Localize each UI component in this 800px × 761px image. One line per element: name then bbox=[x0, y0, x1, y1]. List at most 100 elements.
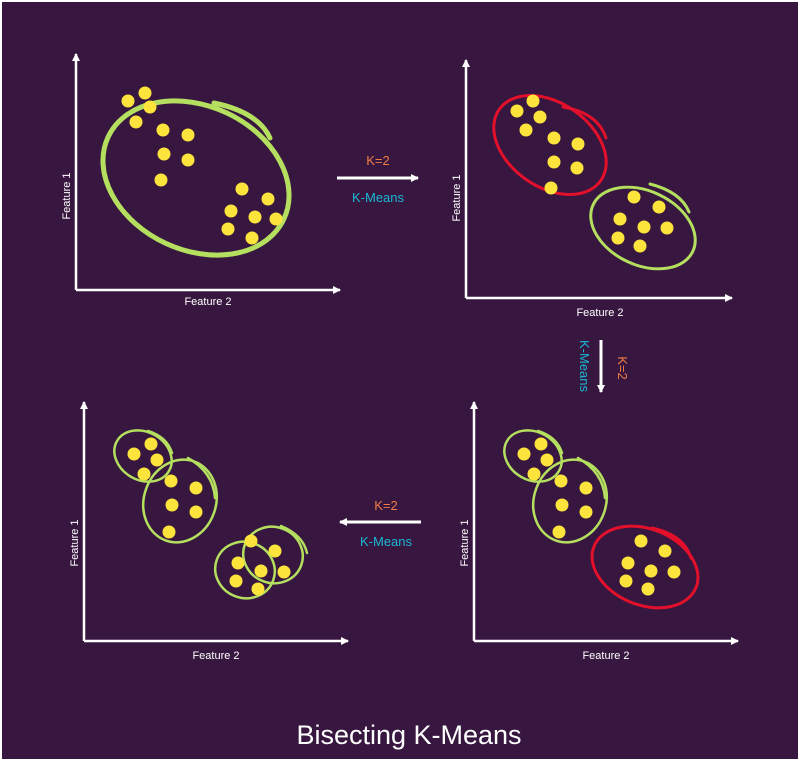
data-point bbox=[627, 190, 641, 204]
data-point bbox=[189, 481, 203, 495]
data-point bbox=[658, 544, 672, 558]
data-point bbox=[527, 467, 541, 481]
panel-1-points bbox=[121, 86, 283, 245]
data-point bbox=[150, 453, 164, 467]
data-point bbox=[526, 94, 540, 108]
data-point bbox=[229, 574, 243, 588]
data-point bbox=[144, 437, 158, 451]
cluster-ring-green-small-tail bbox=[536, 429, 564, 455]
data-point bbox=[268, 544, 282, 558]
data-point bbox=[534, 437, 548, 451]
data-point bbox=[156, 123, 170, 137]
data-point bbox=[621, 556, 635, 570]
cluster-ring-green-medium-tail bbox=[576, 456, 607, 500]
panel-2: Feature 1 Feature 2 bbox=[451, 59, 733, 319]
data-point bbox=[633, 239, 647, 253]
panel-2-axes bbox=[462, 59, 733, 302]
step-3: K=2 K-Means bbox=[339, 498, 421, 549]
data-point bbox=[157, 147, 171, 161]
data-point bbox=[162, 525, 176, 539]
data-point bbox=[611, 231, 625, 245]
panel-3-points bbox=[517, 437, 681, 596]
data-point bbox=[547, 155, 561, 169]
data-point bbox=[619, 574, 633, 588]
cluster-ring-a bbox=[113, 429, 173, 483]
data-point bbox=[248, 210, 262, 224]
panel-4-points bbox=[127, 437, 291, 596]
step-2: K=2 K-Means bbox=[577, 340, 630, 393]
data-point bbox=[641, 582, 655, 596]
data-point bbox=[235, 182, 249, 196]
data-point bbox=[165, 498, 179, 512]
panel-3-x-label: Feature 2 bbox=[582, 650, 629, 662]
data-point bbox=[138, 86, 152, 100]
panel-4-axes bbox=[80, 401, 349, 645]
data-point bbox=[277, 565, 291, 579]
panel-3-y-label: Feature 1 bbox=[459, 519, 471, 566]
data-point bbox=[660, 221, 674, 235]
data-point bbox=[164, 474, 178, 488]
data-point bbox=[224, 204, 238, 218]
cluster-ring-green bbox=[589, 185, 697, 271]
panel-1: Feature 1 Feature 2 bbox=[61, 53, 341, 308]
panel-2-clusters bbox=[492, 94, 697, 271]
step-3-method-label: K-Means bbox=[360, 534, 413, 549]
cluster-ring-all bbox=[100, 98, 292, 258]
data-point bbox=[251, 582, 265, 596]
cluster-ring-red-tail bbox=[650, 526, 693, 560]
panel-3: Feature 1 Feature 2 bbox=[459, 401, 739, 662]
data-point bbox=[189, 505, 203, 519]
data-point bbox=[221, 222, 235, 236]
cluster-ring-a-tail bbox=[146, 429, 174, 455]
panel-4-y-label: Feature 1 bbox=[69, 519, 81, 566]
panel-1-x-label: Feature 2 bbox=[184, 296, 231, 308]
data-point bbox=[570, 161, 584, 175]
panel-3-axes bbox=[470, 401, 739, 645]
data-point bbox=[547, 131, 561, 145]
data-point bbox=[181, 128, 195, 142]
data-point bbox=[245, 231, 259, 245]
cluster-ring-red bbox=[590, 524, 700, 610]
panel-4-x-label: Feature 2 bbox=[192, 650, 239, 662]
data-point bbox=[517, 447, 531, 461]
data-point bbox=[510, 104, 524, 118]
data-point bbox=[269, 212, 283, 226]
data-point bbox=[579, 505, 593, 519]
data-point bbox=[552, 525, 566, 539]
data-point bbox=[579, 481, 593, 495]
panel-1-y-label: Feature 1 bbox=[61, 172, 73, 219]
cluster-ring-red-tail bbox=[561, 105, 608, 140]
panel-3-clusters bbox=[503, 429, 700, 610]
step-2-k-label: K=2 bbox=[615, 356, 630, 380]
data-point bbox=[540, 453, 554, 467]
data-point bbox=[644, 564, 658, 578]
panel-1-clusters bbox=[100, 98, 292, 258]
data-point bbox=[154, 173, 168, 187]
cluster-ring-green-tail bbox=[648, 182, 691, 214]
data-point bbox=[533, 110, 547, 124]
data-point bbox=[137, 467, 151, 481]
data-point bbox=[231, 556, 245, 570]
panel-2-y-label: Feature 1 bbox=[451, 174, 463, 221]
step-1: K=2 K-Means bbox=[337, 153, 419, 205]
data-point bbox=[121, 94, 135, 108]
data-point bbox=[129, 115, 143, 129]
data-point bbox=[181, 153, 195, 167]
step-3-k-label: K=2 bbox=[374, 498, 398, 513]
diagram-caption: Bisecting K-Means bbox=[296, 720, 521, 750]
data-point bbox=[261, 192, 275, 206]
cluster-ring-b-tail bbox=[186, 456, 217, 500]
data-point bbox=[143, 100, 157, 114]
data-point bbox=[555, 498, 569, 512]
data-point bbox=[519, 123, 533, 137]
data-point bbox=[637, 220, 651, 234]
data-point bbox=[254, 564, 268, 578]
data-point bbox=[544, 181, 558, 195]
step-1-k-label: K=2 bbox=[366, 153, 390, 168]
data-point bbox=[652, 200, 666, 214]
data-point bbox=[613, 212, 627, 226]
panel-2-x-label: Feature 2 bbox=[576, 307, 623, 319]
data-point bbox=[244, 534, 258, 548]
